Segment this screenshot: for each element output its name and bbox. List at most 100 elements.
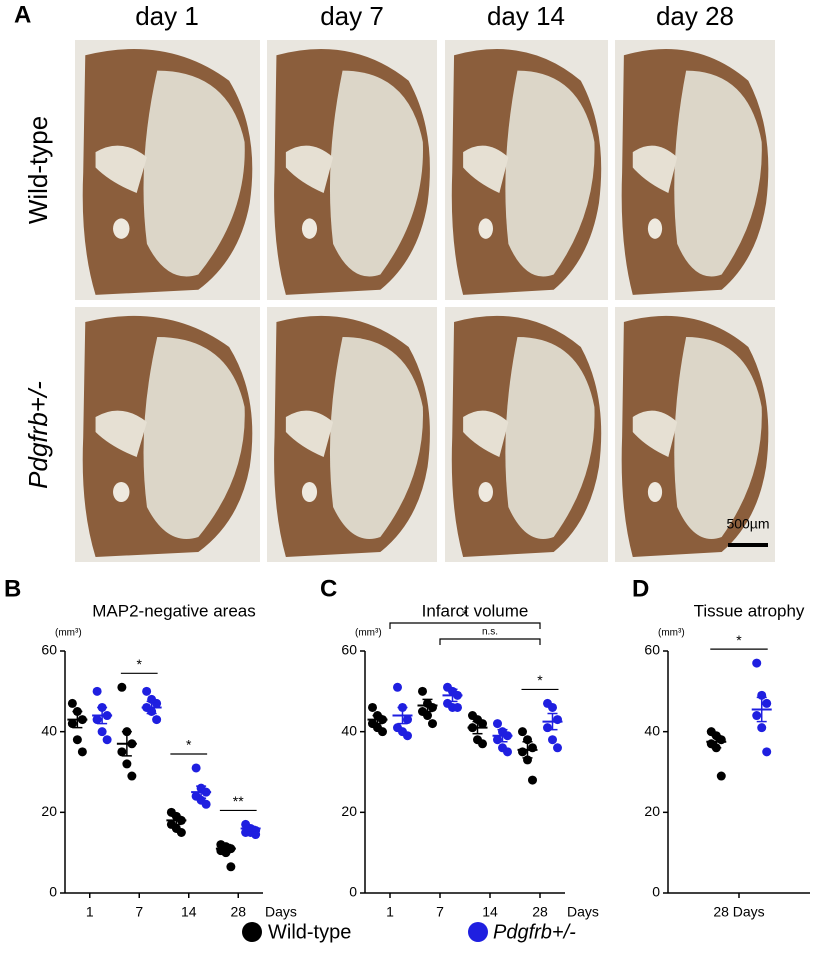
data-point <box>762 698 772 708</box>
y-tick-label: 0 <box>652 884 660 900</box>
scale-bar-label: 500µm <box>726 516 769 532</box>
micrograph <box>615 40 775 300</box>
data-point <box>418 686 427 696</box>
x-tick-label: 7 <box>436 904 444 920</box>
row-label: Wild-type <box>23 116 53 224</box>
column-label: day 1 <box>135 1 199 31</box>
data-point <box>428 719 437 729</box>
x-tick-label: 28 <box>230 904 246 920</box>
column-label: day 14 <box>487 1 565 31</box>
data-point <box>77 747 87 757</box>
x-tick-label: 7 <box>135 904 143 920</box>
panel-letter: B <box>4 575 21 602</box>
column-label: day 28 <box>656 1 734 31</box>
y-tick-label: 60 <box>41 642 57 658</box>
data-point <box>176 828 186 837</box>
data-point <box>97 727 107 737</box>
chart-title: Tissue atrophy <box>694 601 805 620</box>
micrograph <box>267 40 437 300</box>
legend-marker <box>468 922 488 942</box>
data-point <box>117 747 127 757</box>
data-point <box>142 686 152 696</box>
data-point <box>122 759 132 769</box>
data-point <box>102 735 112 745</box>
x-tick-label: 14 <box>181 904 197 920</box>
micrograph <box>445 307 608 562</box>
sig-label: n.s. <box>482 627 498 638</box>
data-point <box>403 731 412 741</box>
micrograph <box>445 40 608 300</box>
sig-label: * <box>736 632 742 648</box>
panel-letter: D <box>632 575 649 602</box>
image-panel <box>75 40 775 562</box>
legend-label: Pdgfrb+/- <box>493 921 576 943</box>
y-tick-label: 60 <box>644 642 660 658</box>
data-point <box>152 715 162 725</box>
data-point <box>716 735 726 745</box>
legend-marker <box>242 922 262 942</box>
data-point <box>251 830 261 840</box>
sig-label: * <box>186 737 192 753</box>
data-point <box>493 719 502 729</box>
chart-title: Infarct volume <box>422 601 529 620</box>
data-point <box>127 771 137 781</box>
y-tick-label: 20 <box>644 803 660 819</box>
data-point <box>752 711 762 721</box>
data-point <box>378 727 387 737</box>
y-tick-label: 0 <box>349 884 357 900</box>
y-tick-label: 0 <box>49 884 57 900</box>
data-point <box>368 702 377 712</box>
data-point <box>543 723 552 733</box>
axis-unit: (mm³) <box>355 628 382 639</box>
sig-label: * <box>137 656 143 672</box>
micrograph <box>75 40 260 300</box>
data-point <box>518 727 527 737</box>
data-point <box>67 698 77 708</box>
axis-unit: (mm³) <box>658 628 685 639</box>
data-point <box>752 658 762 668</box>
y-tick-label: 20 <box>341 803 357 819</box>
legend-label: Wild-type <box>268 921 351 943</box>
sig-label: ** <box>233 793 244 809</box>
data-point <box>757 723 767 733</box>
data-point <box>191 763 201 773</box>
data-point <box>762 747 772 757</box>
x-tick-label: 28 Days <box>713 904 764 920</box>
data-point <box>92 686 102 696</box>
column-label: day 7 <box>320 1 384 31</box>
x-tick-label: 14 <box>482 904 498 920</box>
data-point <box>201 799 211 809</box>
panel-letter: A <box>14 1 31 28</box>
data-point <box>453 702 462 712</box>
data-point <box>518 747 527 757</box>
data-point <box>117 682 127 692</box>
micrograph <box>75 307 260 562</box>
data-point <box>528 775 537 785</box>
sig-bracket <box>389 622 541 629</box>
data-point <box>553 715 562 725</box>
x-tick-label: 1 <box>386 904 394 920</box>
sig-label: * <box>462 607 468 623</box>
x-axis-label: Days <box>265 904 297 920</box>
data-point <box>528 743 537 753</box>
chart-title: MAP2-negative areas <box>92 601 255 620</box>
row-label: Pdgfrb+/- <box>23 381 53 489</box>
data-point <box>393 682 402 692</box>
data-point <box>553 743 562 753</box>
y-tick-label: 40 <box>41 722 57 738</box>
y-tick-label: 60 <box>341 642 357 658</box>
y-tick-label: 40 <box>341 722 357 738</box>
data-point <box>67 719 77 729</box>
data-point <box>428 702 437 712</box>
y-tick-label: 20 <box>41 803 57 819</box>
x-axis-label: Days <box>567 904 599 920</box>
panel-letter: C <box>320 575 337 602</box>
y-tick-label: 40 <box>644 722 660 738</box>
data-point <box>72 735 82 745</box>
data-point <box>548 702 557 712</box>
data-point <box>478 739 487 749</box>
x-tick-label: 1 <box>86 904 94 920</box>
data-point <box>92 715 102 725</box>
data-point <box>716 771 726 781</box>
